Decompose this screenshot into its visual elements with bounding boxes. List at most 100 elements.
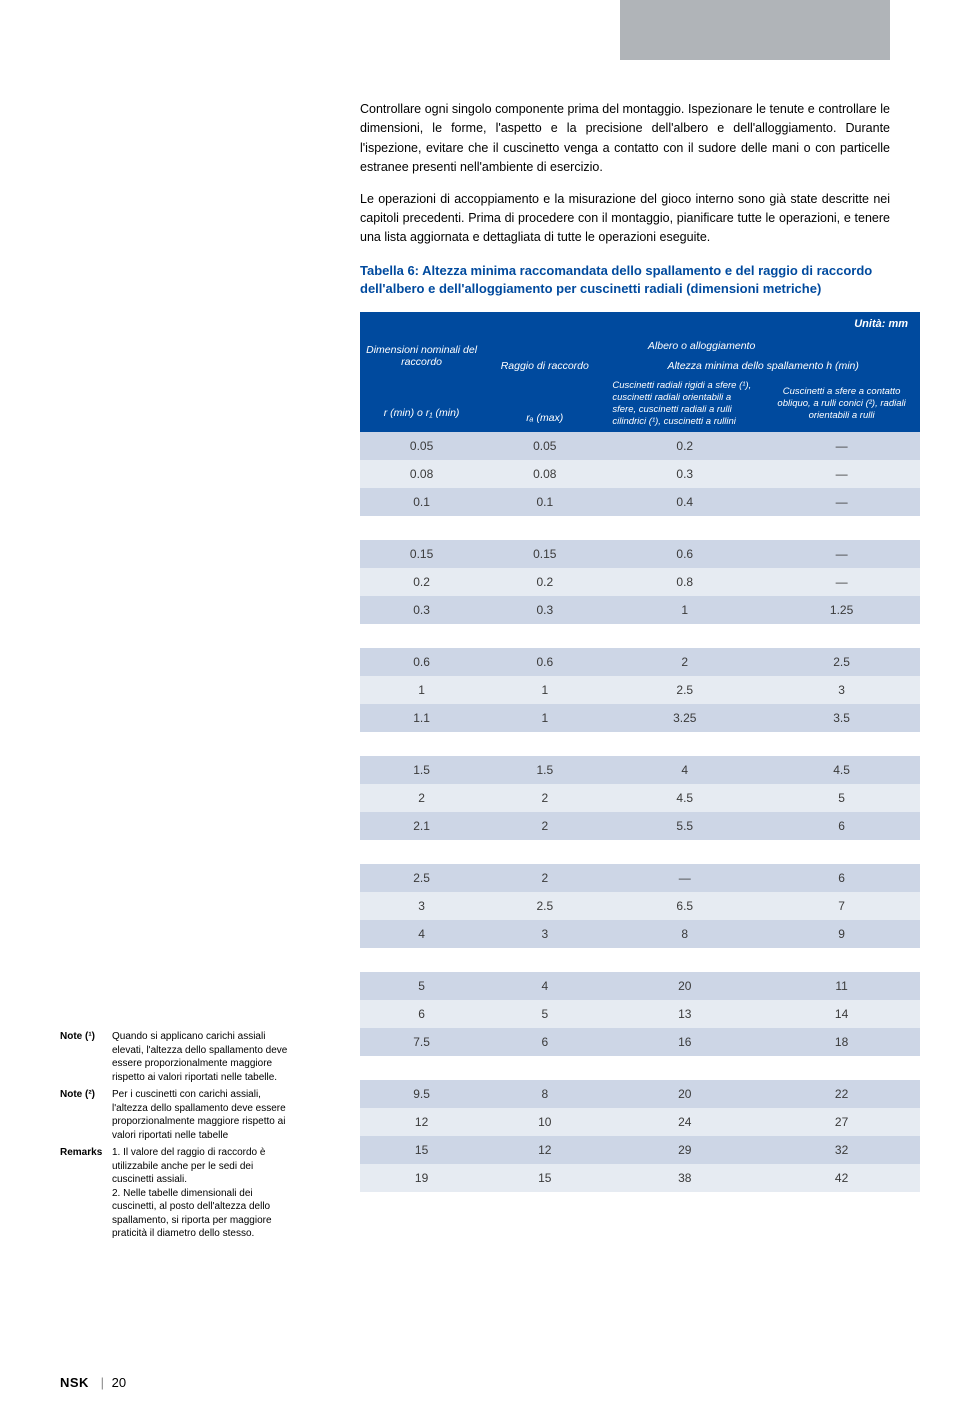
table-cell: 12 <box>483 1136 606 1164</box>
table-cell: 32 <box>763 1136 920 1164</box>
table-row: 542011 <box>360 972 920 1000</box>
table-cell: 20 <box>606 972 763 1000</box>
table-cell: 0.3 <box>483 596 606 624</box>
table-cell: 2.5 <box>763 648 920 676</box>
table-row: 7.561618 <box>360 1028 920 1056</box>
note-2-label: Note (²) <box>60 1088 112 1142</box>
table-cell: — <box>763 488 920 516</box>
table-cell: 0.8 <box>606 568 763 596</box>
table-cell: 22 <box>763 1080 920 1108</box>
table-cell: 12 <box>360 1108 483 1136</box>
table-cell: 15 <box>483 1164 606 1192</box>
table-cell: 6 <box>483 1028 606 1056</box>
table-cell: 8 <box>483 1080 606 1108</box>
unit-label: Unità: mm <box>360 312 920 336</box>
table-cell: 42 <box>763 1164 920 1192</box>
table-cell: 6 <box>763 864 920 892</box>
paragraph-1: Controllare ogni singolo componente prim… <box>360 100 890 178</box>
table-row: 19153842 <box>360 1164 920 1192</box>
table-row: 0.10.10.4— <box>360 488 920 516</box>
table-cell: 8 <box>606 920 763 948</box>
table-cell: 6 <box>360 1000 483 1028</box>
table-cell: 3.25 <box>606 704 763 732</box>
paragraph-2: Le operazioni di accoppiamento e la misu… <box>360 190 890 248</box>
table-cell: 7.5 <box>360 1028 483 1056</box>
header-albero: Albero o alloggiamento <box>483 336 920 356</box>
table-title: Tabella 6: Altezza minima raccomandata d… <box>360 262 890 298</box>
table-row: 0.60.622.5 <box>360 648 920 676</box>
header-raggio: Raggio di raccordo <box>483 356 606 376</box>
table-cell: 1.5 <box>483 756 606 784</box>
table-cell: 1 <box>606 596 763 624</box>
table-row: 0.20.20.8— <box>360 568 920 596</box>
remarks-label: Remarks <box>60 1146 112 1241</box>
table-cell: 2.1 <box>360 812 483 840</box>
table-spacer-row <box>360 516 920 540</box>
table-cell: 0.05 <box>360 432 483 460</box>
table-row: 0.30.311.25 <box>360 596 920 624</box>
table-cell: 24 <box>606 1108 763 1136</box>
table-cell: 2 <box>483 784 606 812</box>
table-cell: 1.5 <box>360 756 483 784</box>
table-cell: 9.5 <box>360 1080 483 1108</box>
note-1-text: Quando si applicano carichi assiali elev… <box>112 1030 290 1084</box>
table-cell: 0.05 <box>483 432 606 460</box>
header-altezza: Altezza minima dello spallamento h (min) <box>606 356 920 376</box>
table-cell: 1 <box>483 676 606 704</box>
table-cell: 0.6 <box>483 648 606 676</box>
table-cell: 3 <box>360 892 483 920</box>
table-cell: 4.5 <box>763 756 920 784</box>
table-cell: 0.2 <box>360 568 483 596</box>
table-cell: 15 <box>360 1136 483 1164</box>
data-table: Unità: mm Dimensioni nominali del raccor… <box>360 312 920 1192</box>
table-cell: 2 <box>606 648 763 676</box>
table-cell: 3.5 <box>763 704 920 732</box>
table-cell: 4 <box>360 920 483 948</box>
table-cell: 0.08 <box>483 460 606 488</box>
table-cell: 2.5 <box>360 864 483 892</box>
table-cell: 0.1 <box>483 488 606 516</box>
table-cell: 4 <box>606 756 763 784</box>
table-row: 12102427 <box>360 1108 920 1136</box>
table-row: 2.52—6 <box>360 864 920 892</box>
table-cell: 5.5 <box>606 812 763 840</box>
table-cell: 4.5 <box>606 784 763 812</box>
table-cell: 0.15 <box>483 540 606 568</box>
table-cell: 1.25 <box>763 596 920 624</box>
table-row: 651314 <box>360 1000 920 1028</box>
table-row: 32.56.57 <box>360 892 920 920</box>
footer-brand: NSK <box>60 1375 89 1390</box>
table-cell: 5 <box>360 972 483 1000</box>
table-spacer-row <box>360 732 920 756</box>
notes-block: Note (¹) Quando si applicano carichi ass… <box>60 1030 290 1245</box>
table-cell: 2.5 <box>606 676 763 704</box>
table-cell: 5 <box>763 784 920 812</box>
table-spacer-row <box>360 948 920 972</box>
table-cell: 38 <box>606 1164 763 1192</box>
table-cell: 1 <box>483 704 606 732</box>
table-cell: 3 <box>763 676 920 704</box>
note-1-label: Note (¹) <box>60 1030 112 1084</box>
table-cell: 0.2 <box>483 568 606 596</box>
table-cell: 2 <box>360 784 483 812</box>
table-cell: 6.5 <box>606 892 763 920</box>
header-rmin: r (min) o r₁ (min) <box>360 376 483 432</box>
table-spacer-row <box>360 624 920 648</box>
table-cell: 3 <box>483 920 606 948</box>
table-cell: — <box>763 568 920 596</box>
table-cell: 27 <box>763 1108 920 1136</box>
table-cell: 5 <box>483 1000 606 1028</box>
table-row: 0.150.150.6— <box>360 540 920 568</box>
table-cell: 10 <box>483 1108 606 1136</box>
table-cell: — <box>763 432 920 460</box>
table-cell: 2 <box>483 812 606 840</box>
table-cell: 0.3 <box>606 460 763 488</box>
table-cell: 19 <box>360 1164 483 1192</box>
table-cell: — <box>606 864 763 892</box>
header-grey-box <box>620 0 890 60</box>
table-cell: 0.15 <box>360 540 483 568</box>
page-footer: NSK | 20 <box>60 1375 126 1390</box>
table-cell: 0.2 <box>606 432 763 460</box>
table-cell: 18 <box>763 1028 920 1056</box>
table-spacer-row <box>360 840 920 864</box>
